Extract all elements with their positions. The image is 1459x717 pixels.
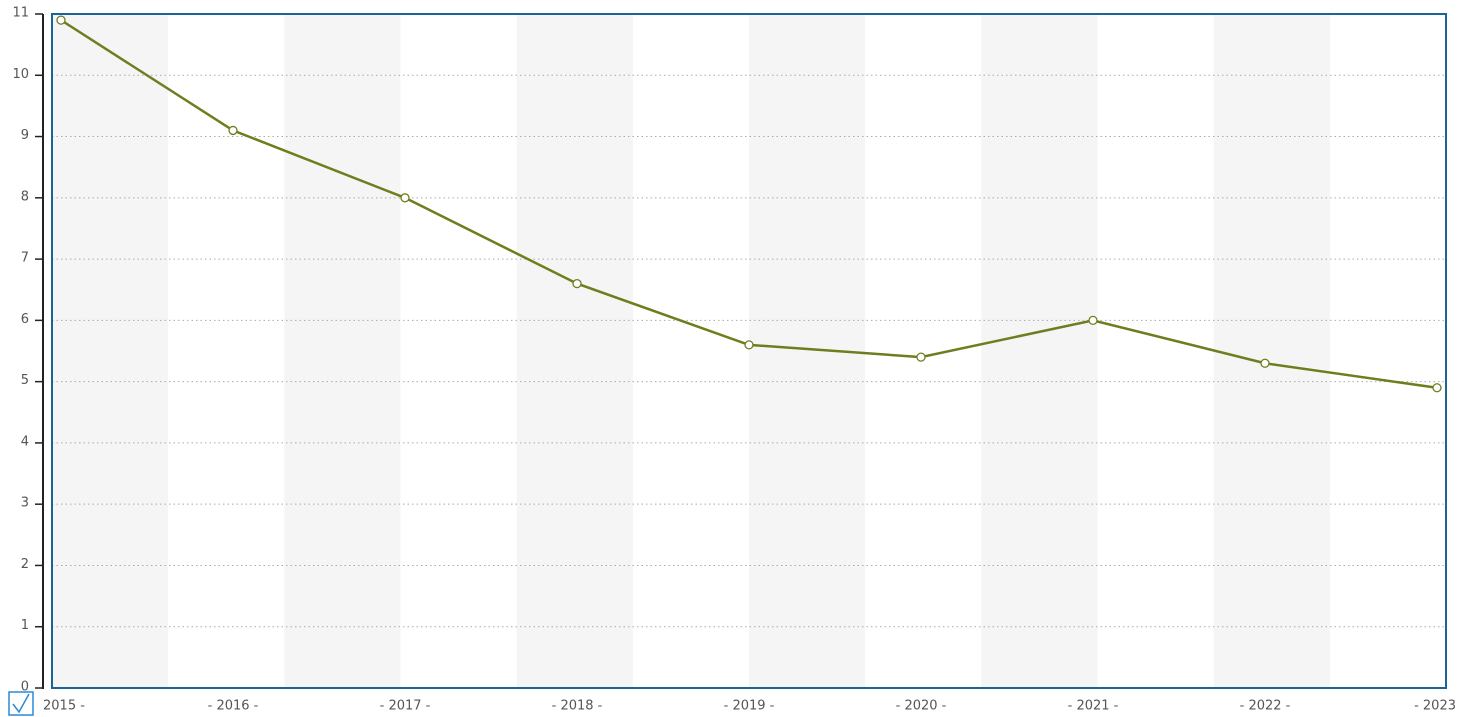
stripe <box>52 14 169 688</box>
point <box>572 278 582 289</box>
stripe <box>284 14 401 688</box>
point <box>916 352 926 362</box>
grid <box>52 74 1446 628</box>
x-tick-label: 2015 - <box>43 699 85 714</box>
x-tick-label: - 2018 - <box>552 699 603 714</box>
point <box>1432 383 1442 393</box>
y-tick-label: 0 <box>21 680 29 695</box>
y-tick-label: 4 <box>21 434 29 449</box>
stripe <box>1213 14 1330 688</box>
point <box>1088 315 1098 326</box>
point <box>1260 358 1270 368</box>
y-tick-label: 9 <box>21 128 29 143</box>
point <box>56 15 66 25</box>
stripe <box>981 14 1098 688</box>
stripe <box>516 14 633 688</box>
x-tick-label: - 2021 - <box>1068 699 1119 714</box>
y-tick-label: 8 <box>21 189 29 204</box>
checkbox-icon[interactable] <box>8 691 34 716</box>
x-tick-label: - 2016 - <box>208 699 259 714</box>
checkmark <box>12 693 30 714</box>
x-tick-label: - 2023 <box>1414 699 1456 714</box>
y-tick-label: 7 <box>21 251 29 266</box>
point <box>400 193 410 203</box>
y-tick-label: 1 <box>21 618 29 633</box>
y-tick-label: 5 <box>21 373 29 388</box>
plot-border <box>51 13 1447 689</box>
checkbox[interactable] <box>8 691 34 716</box>
y-tick-label: 2 <box>21 557 29 572</box>
y-tick-label: 11 <box>12 6 29 21</box>
y-tick-label: 6 <box>21 312 29 327</box>
x-tick-label: - 2022 - <box>1240 699 1291 714</box>
y-tick-label: 10 <box>12 67 29 82</box>
x-tick-label: - 2019 - <box>724 699 775 714</box>
background-stripes <box>52 14 1330 688</box>
y-tick-label: 3 <box>21 496 29 511</box>
x-tick-label: - 2020 - <box>896 699 947 714</box>
x-tick-label: - 2017 - <box>380 699 431 714</box>
point <box>228 125 238 136</box>
point <box>744 340 754 350</box>
